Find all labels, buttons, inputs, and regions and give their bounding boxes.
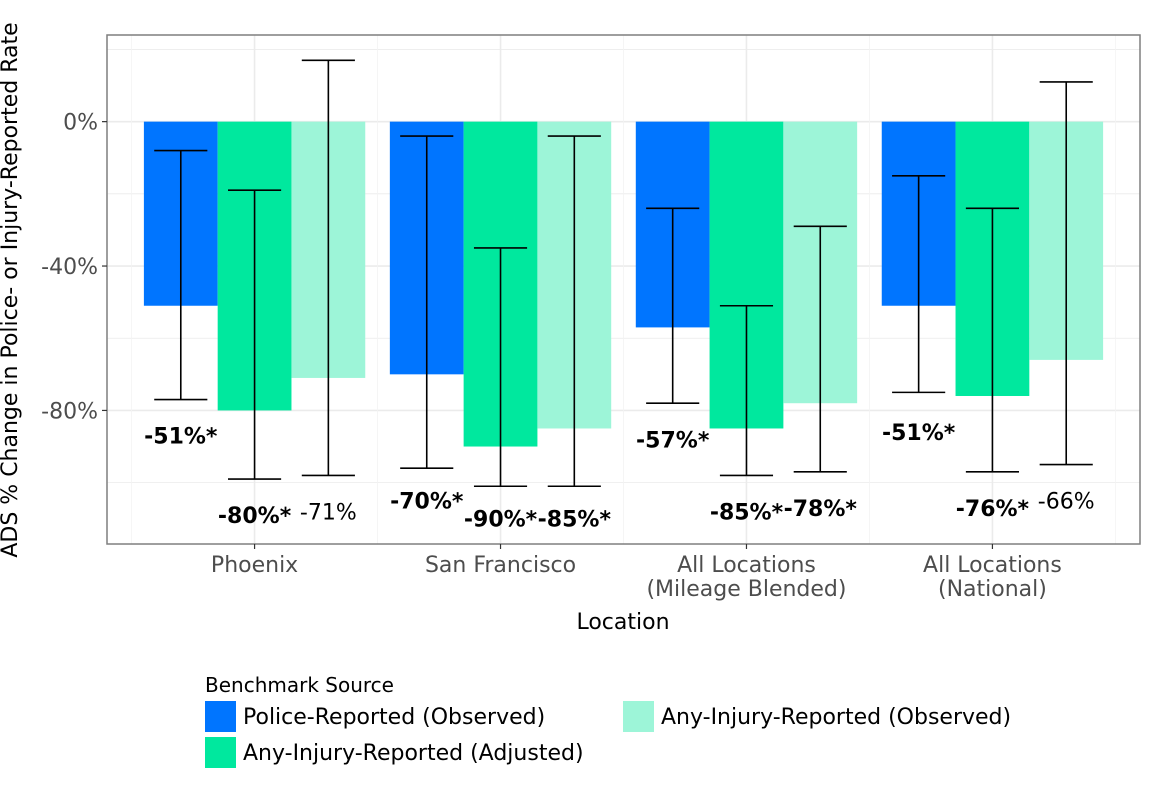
x-axis-title: Location xyxy=(576,610,669,635)
error-bars xyxy=(154,59,1093,488)
error-bar-1-3 xyxy=(646,207,700,405)
data-label-1-4: -51%* xyxy=(882,421,956,446)
error-bar-3-1 xyxy=(301,59,355,477)
y-axis-title: ADS % Change in Police- or Injury-Report… xyxy=(0,22,23,557)
error-bar-2-2 xyxy=(473,247,528,488)
panel-border xyxy=(106,34,1141,545)
data-labels: -51%*-70%*-57%* -51%*-80%* -90%* -85%* -76%*… xyxy=(144,421,1094,533)
x-tick-label: (Mileage Blended) xyxy=(646,577,846,602)
y-axis: 0% -40% -80% xyxy=(41,111,107,424)
data-label-2-4: -76%* xyxy=(956,497,1030,522)
error-bar-3-4 xyxy=(1039,81,1093,466)
legend-label-3: Any-Injury-Reported (Observed) xyxy=(661,705,1011,730)
error-bar-1-4 xyxy=(892,174,946,394)
error-bar-1-1 xyxy=(154,149,208,401)
data-label-3-2: -85%* xyxy=(538,508,612,533)
x-tick-label: (National) xyxy=(938,577,1047,602)
error-bar-3-3 xyxy=(793,225,847,473)
x-axis: Phoenix San Francisco All Locations(Mileag… xyxy=(211,544,1062,602)
legend-title: Benchmark Source xyxy=(205,673,394,697)
x-tick-label: San Francisco xyxy=(425,553,576,578)
error-bar-2-4 xyxy=(965,207,1019,473)
error-bar-3-2 xyxy=(547,135,601,488)
legend-key-3 xyxy=(623,701,654,732)
legend-label-1: Police-Reported (Observed) xyxy=(243,705,545,730)
error-bar-1-2 xyxy=(400,135,454,469)
error-bar-2-1 xyxy=(228,189,282,480)
legend-label-2: Any-Injury-Reported (Adjusted) xyxy=(243,741,584,766)
y-tick-label: 0% xyxy=(63,111,98,136)
data-label-3-1: -71% xyxy=(300,501,357,526)
error-bar-2-3 xyxy=(719,304,774,477)
legend: Benchmark Source Police-Reported (Observ… xyxy=(205,673,1011,768)
data-label-2-3: -85%* xyxy=(710,501,784,526)
data-label-2-2: -90%* xyxy=(464,508,538,533)
data-label-1-1: -51%* xyxy=(144,425,218,450)
y-tick-label: -40% xyxy=(41,255,98,280)
x-tick-label: All Locations xyxy=(923,553,1062,578)
data-label-3-3: -78%* xyxy=(784,497,858,522)
x-tick-label: Phoenix xyxy=(211,553,298,578)
data-label-2-1: -80%* xyxy=(218,504,292,529)
y-tick-label: -80% xyxy=(41,399,98,424)
legend-key-2 xyxy=(205,737,236,768)
data-label-3-4: -66% xyxy=(1038,490,1095,515)
x-tick-label: All Locations xyxy=(677,553,816,578)
data-label-1-2: -70%* xyxy=(390,490,464,515)
data-label-1-3: -57%* xyxy=(636,428,710,453)
legend-key-1 xyxy=(205,701,236,732)
